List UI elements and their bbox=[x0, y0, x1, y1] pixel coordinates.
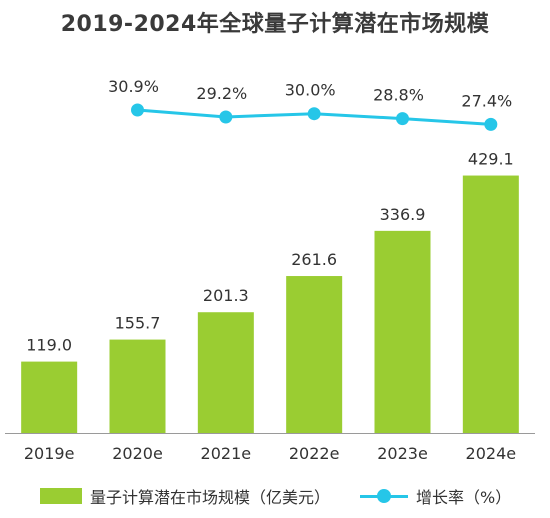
bar-value-label: 201.3 bbox=[203, 286, 249, 305]
bar-value-label: 155.7 bbox=[115, 314, 161, 333]
bar-2024e bbox=[462, 175, 519, 434]
legend-item-market-size: 量子计算潜在市场规模（亿美元） bbox=[40, 483, 330, 509]
bar-value-label: 336.9 bbox=[380, 205, 426, 224]
bar-2020e bbox=[109, 339, 166, 433]
legend-label-market-size: 量子计算潜在市场规模（亿美元） bbox=[90, 488, 331, 507]
bar-value-label: 261.6 bbox=[291, 250, 337, 269]
growth-rate-point-2021e bbox=[219, 110, 233, 124]
x-tick-label: 2020e bbox=[112, 444, 163, 463]
growth-rate-point-2024e bbox=[484, 117, 498, 131]
bar-value-label: 119.0 bbox=[26, 336, 72, 355]
growth-rate-point-2023e bbox=[396, 112, 409, 126]
chart-title: 2019-2024年全球量子计算潜在市场规模 bbox=[60, 12, 490, 37]
x-tick-label: 2024e bbox=[466, 444, 517, 463]
growth-rate-label: 28.8% bbox=[373, 86, 424, 105]
x-tick-label: 2019e bbox=[24, 444, 75, 463]
x-tick-label: 2022e bbox=[289, 444, 340, 463]
chart-legend: 量子计算潜在市场规模（亿美元） 增长率（%） bbox=[0, 483, 550, 509]
growth-rate-label: 30.9% bbox=[108, 77, 159, 96]
bar-value-label: 429.1 bbox=[468, 150, 514, 169]
growth-rate-label: 29.2% bbox=[196, 84, 247, 103]
bar-2022e bbox=[286, 276, 343, 433]
x-tick-label: 2023e bbox=[377, 444, 428, 463]
growth-rate-point-2020e bbox=[131, 103, 144, 117]
legend-line-swatch bbox=[360, 488, 408, 504]
legend-label-growth-rate: 增长率（%） bbox=[416, 488, 512, 507]
bar-2021e bbox=[197, 312, 254, 433]
bar-2023e bbox=[374, 230, 431, 433]
growth-rate-label: 27.4% bbox=[461, 91, 512, 110]
legend-bar-swatch bbox=[40, 488, 82, 504]
growth-rate-label: 30.0% bbox=[285, 81, 336, 100]
growth-rate-point-2022e bbox=[307, 107, 321, 121]
bar-2019e bbox=[21, 361, 78, 433]
legend-item-growth-rate: 增长率（%） bbox=[360, 483, 511, 509]
x-tick-label: 2021e bbox=[201, 444, 252, 463]
